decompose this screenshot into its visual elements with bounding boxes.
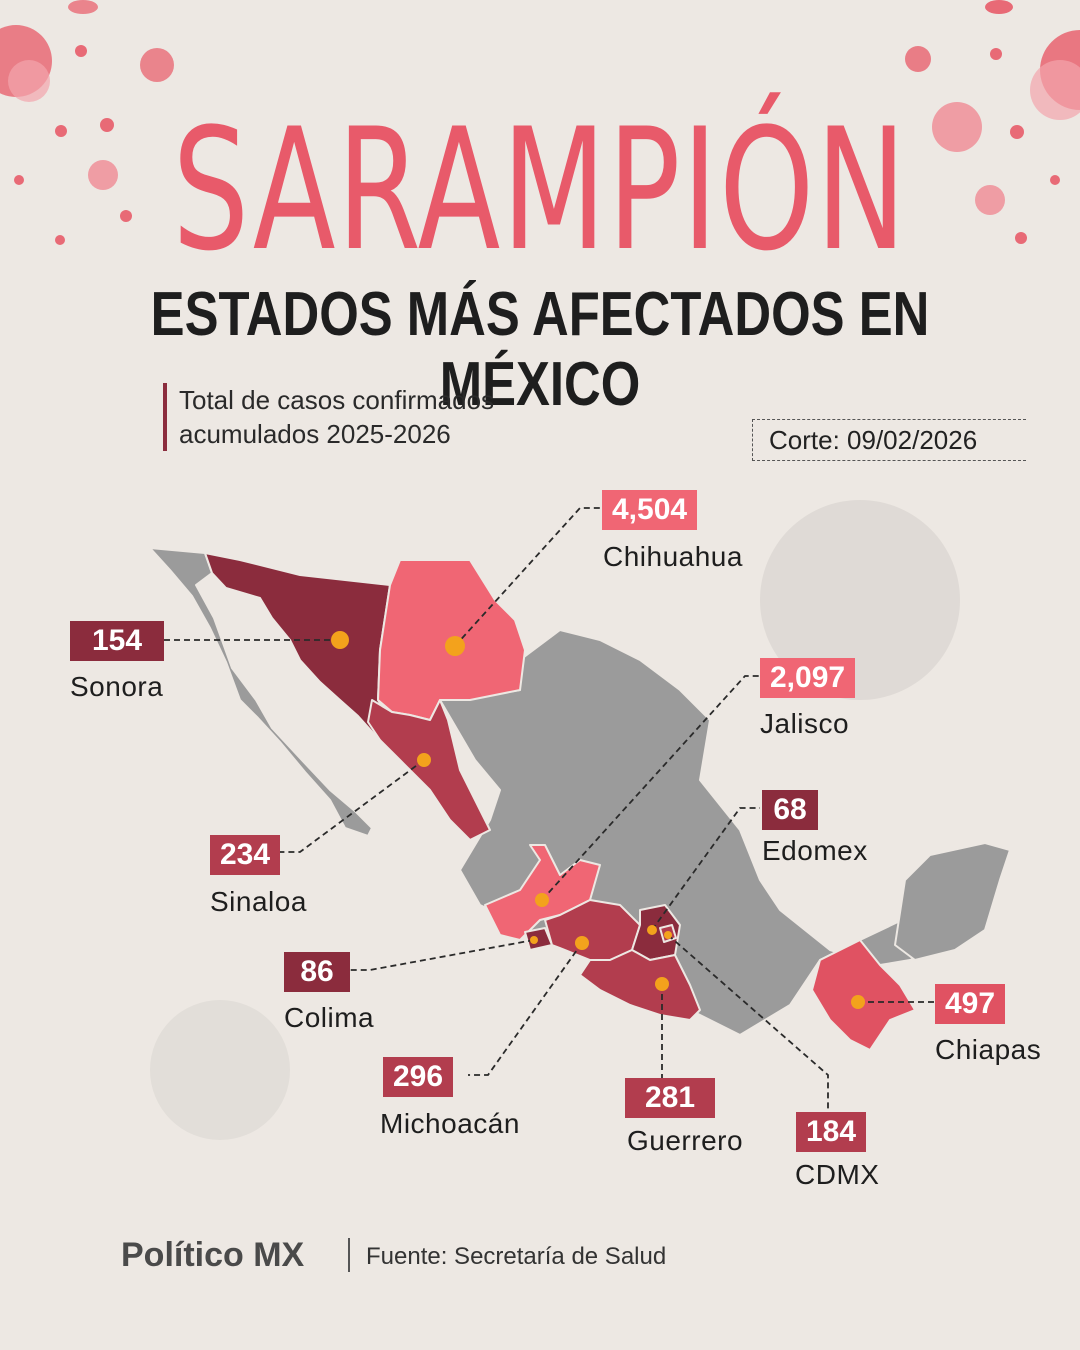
leader-line-jalisco xyxy=(541,675,760,901)
marker-jalisco xyxy=(535,893,549,907)
label-jalisco: Jalisco xyxy=(760,708,850,739)
brand-logo: Político MX xyxy=(121,1236,305,1274)
page-subtitle: ESTADOS MÁS AFECTADOS EN MÉXICO xyxy=(150,280,930,419)
marker-michoacan xyxy=(575,936,589,950)
marker-cdmx xyxy=(664,931,672,939)
leader-line-colima xyxy=(350,939,535,971)
marker-sonora xyxy=(331,631,349,649)
marker-guerrero xyxy=(655,977,669,991)
value-edomex: 68 xyxy=(762,790,818,830)
marker-chiapas xyxy=(851,995,865,1009)
marker-chihuahua xyxy=(445,636,465,656)
state-guerrero xyxy=(579,949,701,1021)
state-chiapas xyxy=(811,939,916,1051)
description: Total de casos confirmados acumulados 20… xyxy=(163,383,494,451)
marker-edomex xyxy=(647,925,657,935)
leader-line-edomex xyxy=(651,807,760,931)
label-guerrero: Guerrero xyxy=(627,1125,744,1156)
value-chihuahua: 4,504 xyxy=(602,490,698,530)
marker-sinaloa xyxy=(417,753,431,767)
label-sinaloa: Sinaloa xyxy=(210,886,307,917)
label-sonora: Sonora xyxy=(70,671,164,702)
label-colima: Colima xyxy=(284,1002,375,1033)
description-line-2: acumulados 2025-2026 xyxy=(179,419,451,449)
state-sonora xyxy=(204,552,393,741)
value-cdmx: 184 xyxy=(796,1112,867,1152)
label-chihuahua: Chihuahua xyxy=(603,541,743,572)
cutoff-date: Corte: 09/02/2026 xyxy=(752,419,1026,461)
marker-colima xyxy=(530,936,538,944)
leader-line-chihuahua xyxy=(454,507,600,647)
label-edomex: Edomex xyxy=(762,835,868,866)
value-guerrero: 281 xyxy=(625,1078,715,1118)
label-chiapas: Chiapas xyxy=(935,1034,1042,1065)
page-title: SARAMPIÓN xyxy=(172,92,908,288)
value-michoacan: 296 xyxy=(383,1057,454,1097)
source-note: Fuente: Secretaría de Salud xyxy=(366,1243,667,1270)
leader-line-michoacan xyxy=(468,942,583,1076)
value-sinaloa: 234 xyxy=(210,835,281,875)
value-jalisco: 2,097 xyxy=(760,658,856,698)
description-line-1: Total de casos confirmados xyxy=(179,385,495,415)
state-other-central xyxy=(439,629,1011,1036)
state-baja-california xyxy=(149,547,373,837)
state-sinaloa xyxy=(367,699,491,841)
leader-line-cdmx xyxy=(667,934,829,1112)
value-colima: 86 xyxy=(284,952,350,992)
label-michoacan: Michoacán xyxy=(380,1108,520,1139)
leader-line-sinaloa xyxy=(280,759,425,853)
value-chiapas: 497 xyxy=(935,984,1006,1024)
value-sonora: 154 xyxy=(70,621,164,661)
label-cdmx: CDMX xyxy=(795,1159,880,1190)
state-yucatan xyxy=(894,842,1011,961)
footer-divider xyxy=(348,1238,350,1272)
